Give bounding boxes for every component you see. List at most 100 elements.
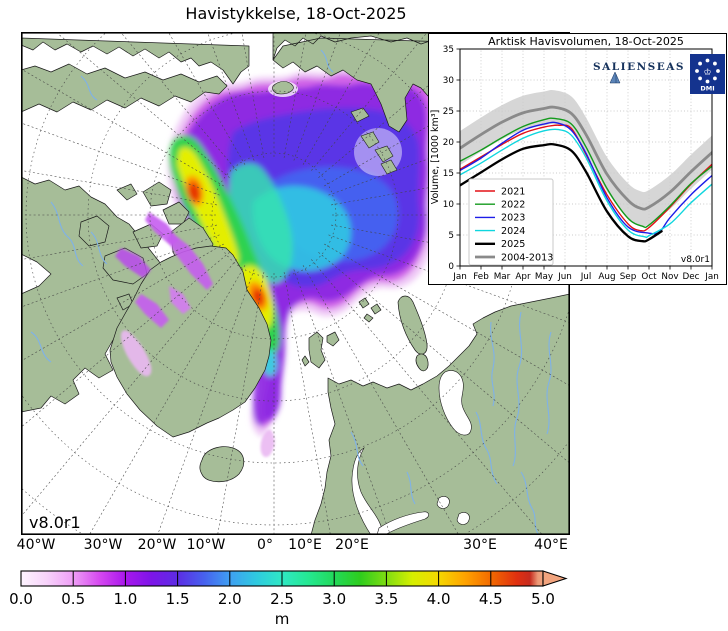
- meridian-line: [302, 265, 460, 535]
- inset-x-tick-label: Dec: [682, 272, 699, 282]
- longitude-label: 0°: [257, 537, 273, 553]
- meridian-line: [324, 43, 570, 187]
- inset-y-tick-label: 20: [443, 138, 455, 148]
- longitude-label: 40°W: [16, 537, 56, 553]
- river-11: [320, 49, 334, 73]
- inset-y-tick-label: 30: [443, 76, 455, 86]
- channel-ice-3: [115, 248, 151, 278]
- river-9: [30, 331, 52, 363]
- meridian-line: [318, 32, 493, 178]
- meridian-line: [55, 32, 230, 178]
- land-svalbard-ne: [326, 331, 340, 347]
- longitude-label: 40°E: [534, 537, 568, 553]
- land-franz-josef-2: [370, 303, 382, 315]
- land-masses: [21, 32, 570, 535]
- crown-icon: ♔: [703, 68, 711, 78]
- dmi-logo: ♔ DMI: [690, 54, 725, 94]
- land-severnaya-2: [374, 145, 394, 163]
- meridian-line: [331, 224, 570, 268]
- inset-y-axis-label: Volume, [1000 km³]: [430, 110, 441, 205]
- legend-label-2024: 2024: [501, 226, 525, 237]
- map-version-label: v8.0r1: [29, 513, 81, 532]
- colorbar-tick-label: 1.0: [113, 590, 137, 608]
- ice-red-core-2: [252, 288, 265, 306]
- inset-x-tick-label: Mar: [494, 272, 511, 282]
- rivers: [30, 49, 552, 535]
- land-greenland: [109, 245, 272, 438]
- land-island-5: [162, 201, 190, 225]
- dmi-logo-dot: [713, 76, 717, 81]
- dmi-logo-dot: [705, 79, 710, 84]
- parallel-circle: [211, 152, 337, 278]
- channel-ice: [115, 212, 275, 458]
- dmi-logo-dot: [705, 58, 710, 63]
- colorbar-tick-label: 2.0: [218, 590, 242, 608]
- meridian-line: [311, 259, 543, 535]
- channel-ice-baffin-pink: [121, 330, 152, 377]
- inset-axes: Jan Feb Mar Apr May Jun Jul Aug Sep Oct Nov Dec Jan0…: [443, 45, 719, 282]
- legend-label-2023: 2023: [501, 213, 525, 224]
- inset-chart-svg: Jan Feb Mar Apr May Jun Jul Aug Sep Oct Nov Dec Jan0…: [429, 34, 726, 284]
- inset-x-tick-label: Jan: [452, 272, 467, 282]
- legend-label-2004-2013: 2004-2013: [501, 252, 553, 263]
- meridian-line: [283, 32, 307, 158]
- river-2: [512, 311, 523, 467]
- water-white-sea: [438, 370, 472, 436]
- river-7: [50, 201, 84, 267]
- inset-plot-area: [460, 89, 712, 243]
- colorbar-tick-label: 4.0: [427, 590, 451, 608]
- land-franz-josef-3: [363, 313, 374, 323]
- channel-ice-2: [145, 212, 179, 246]
- series-line-2025: [460, 142, 663, 243]
- meridian-line: [207, 32, 255, 161]
- colorbar-svg: 0.0 0.5 1.0 1.5 2.0 2.5 3.0 3.5 4.0 4.5 5.0 m: [9, 570, 568, 628]
- legend-label-2025: 2025: [501, 239, 525, 250]
- meridian-line: [21, 224, 217, 260]
- longitude-label: 30°W: [83, 537, 123, 553]
- thickness-colorbar: 0.0 0.5 1.0 1.5 2.0 2.5 3.0 3.5 4.0 4.5 5.0 m: [0, 564, 600, 630]
- longitude-label: 20°E: [335, 537, 369, 553]
- series-line-2022: [460, 117, 712, 229]
- meridian-line: [302, 32, 380, 165]
- land-island-4: [142, 181, 172, 207]
- meridian-line: [21, 243, 224, 362]
- series-line-2004-2013: [460, 105, 712, 211]
- inset-title: Arktisk Havisvolumen, 18-Oct-2025: [488, 35, 684, 48]
- land-severnaya-3: [380, 159, 398, 175]
- river-1: [490, 321, 495, 407]
- inset-x-tick-label: Jul: [580, 272, 592, 282]
- land-alaska-chukotka: [21, 37, 250, 113]
- series-line-2023: [460, 121, 712, 235]
- inset-version-label: v8.0r1: [681, 255, 710, 265]
- river-8: [90, 231, 108, 265]
- sea-ice-layers: [168, 68, 439, 438]
- ice-islands: [268, 81, 402, 176]
- dmi-logo-dot: [698, 76, 702, 81]
- channel-ice-4: [135, 294, 169, 328]
- inset-x-tick-label: Aug: [598, 272, 615, 282]
- meridian-line: [88, 265, 246, 535]
- colorbar-tick-label: 2.5: [270, 590, 294, 608]
- water-lake-1: [436, 496, 450, 509]
- ice-turquoise: [228, 163, 293, 284]
- legend-label-2021: 2021: [501, 186, 525, 197]
- land-wrangel-island: [272, 81, 294, 95]
- land-severnaya-1: [360, 131, 380, 149]
- river-6: [406, 471, 416, 505]
- inset-x-tick-label: Nov: [661, 272, 678, 282]
- inset-y-tick-label: 35: [443, 45, 454, 55]
- meridian-line: [21, 68, 224, 187]
- map-title: Havistykkelse, 18-Oct-2025: [185, 4, 407, 23]
- inset-y-tick-label: 25: [443, 107, 454, 117]
- inset-x-tick-label: Apr: [515, 272, 531, 282]
- colorbar-tick-label: 0.5: [61, 590, 85, 608]
- inset-x-tick-label: Feb: [473, 272, 489, 282]
- dmi-logo-dot: [716, 69, 720, 73]
- meridian-line: [318, 252, 570, 464]
- land-franz-josef-1: [358, 297, 370, 309]
- river-5: [520, 471, 540, 535]
- meridian-line: [311, 32, 428, 171]
- map-longitude-axis: 40°W 30°W 20°W 10°W 0° 10°E 20°E 30°E 40°E: [0, 537, 592, 557]
- colorbar-tick-label: 4.5: [479, 590, 503, 608]
